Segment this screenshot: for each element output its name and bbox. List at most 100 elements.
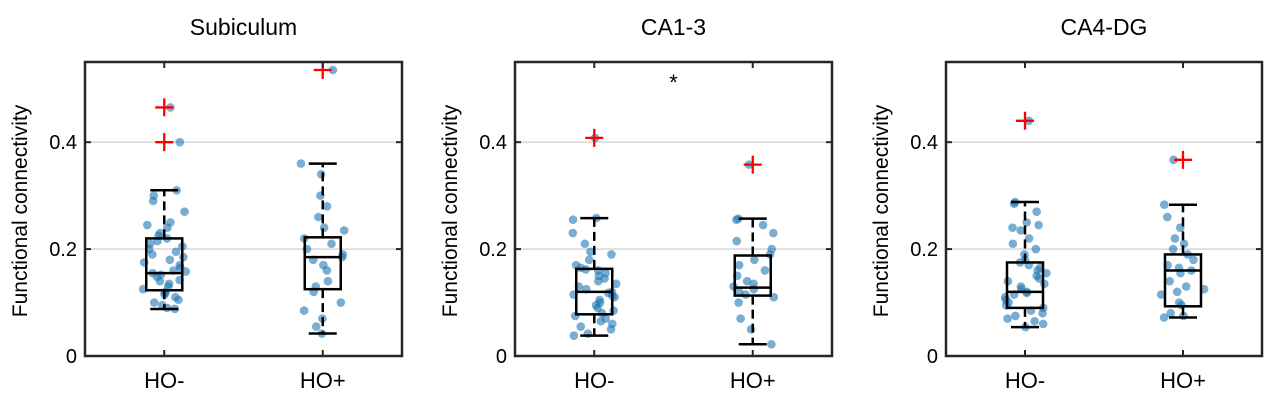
data-point [328, 65, 338, 75]
data-point [584, 255, 594, 265]
data-point [1166, 308, 1175, 318]
data-point [1008, 239, 1018, 249]
data-point [149, 191, 159, 200]
significance-marker: * [669, 70, 678, 95]
box-iqr [733, 254, 772, 297]
data-point [299, 306, 309, 315]
y-tick-label: 0.4 [479, 132, 507, 154]
data-point [1031, 244, 1041, 254]
data-point [165, 255, 175, 265]
outlier-marker [155, 133, 174, 152]
y-tick-label: 0.2 [49, 239, 77, 261]
data-point [732, 236, 742, 246]
chart-panel-1: 0 0.2 0.4 HO- HO+ Subiculum Functional connect… [9, 14, 404, 393]
y-tick-label: 0 [66, 346, 77, 368]
data-point [1172, 287, 1182, 297]
y-axis-label: Functional connectivity [870, 104, 893, 317]
data-point [296, 159, 306, 168]
data-point [760, 266, 770, 275]
data-point [769, 228, 778, 238]
outlier-marker [743, 155, 762, 174]
y-tick-label: 0.2 [910, 239, 938, 261]
data-point [1165, 276, 1174, 286]
data-point [742, 276, 752, 286]
data-point [1168, 244, 1178, 254]
data-point [568, 228, 578, 238]
data-point [1156, 290, 1166, 299]
data-point [316, 169, 326, 179]
outlier-marker [1016, 111, 1034, 130]
box-iqr [145, 237, 184, 292]
data-point [339, 226, 349, 235]
axes-frame [944, 60, 1264, 358]
data-point [607, 319, 617, 329]
axes-frame [83, 60, 404, 358]
y-axis-label: Functional connectivity [439, 104, 462, 317]
data-point [1169, 155, 1178, 165]
chart-panel-3: 0 0.2 0.4 HO- HO+ CA4-DG Functional connectivi… [870, 14, 1264, 393]
data-point [568, 215, 578, 224]
chart-title: CA4-DG [1061, 14, 1148, 40]
data-point [180, 207, 189, 216]
data-point [314, 212, 323, 222]
data-point [1030, 316, 1039, 326]
data-point [767, 244, 776, 254]
x-tick-label: HO+ [730, 368, 776, 393]
data-point [1034, 220, 1043, 230]
data-point [734, 260, 744, 270]
y-tick-label: 0 [927, 346, 938, 368]
data-point [164, 279, 174, 289]
data-point [166, 218, 175, 227]
outlier-marker [585, 128, 604, 147]
data-point [336, 298, 346, 307]
data-point [580, 239, 590, 249]
data-point [156, 270, 166, 280]
data-point [327, 239, 336, 249]
data-point [323, 276, 333, 286]
data-point [736, 314, 745, 323]
data-point [322, 202, 332, 211]
data-point [1022, 218, 1031, 227]
data-point [1159, 200, 1169, 210]
x-tick-label: HO- [1005, 368, 1045, 393]
data-point [1170, 234, 1180, 243]
data-point [1174, 298, 1184, 307]
data-point [1016, 282, 1026, 291]
data-point [155, 228, 165, 238]
data-point [749, 279, 758, 289]
y-tick-label: 0 [496, 346, 507, 368]
data-point [1008, 223, 1017, 233]
data-point [1016, 226, 1026, 235]
data-point [586, 247, 595, 257]
y-axis-label: Functional connectivity [9, 104, 32, 317]
data-point [576, 322, 586, 331]
box-iqr [1005, 261, 1045, 310]
data-point [175, 137, 185, 147]
data-point [601, 268, 610, 278]
data-point [1032, 207, 1041, 216]
data-point [571, 260, 581, 270]
x-tick-label: HO- [574, 368, 614, 393]
data-point [311, 322, 321, 331]
data-point [734, 214, 743, 223]
axes-frame [513, 60, 834, 358]
data-point [595, 295, 604, 305]
data-point [734, 287, 744, 297]
data-point [1181, 282, 1191, 291]
data-point [767, 339, 776, 349]
chart-title: Subiculum [190, 14, 297, 40]
data-point [1038, 319, 1048, 329]
data-point [142, 220, 152, 230]
y-tick-label: 0.4 [49, 132, 77, 154]
data-point [569, 331, 579, 340]
data-point [607, 250, 616, 259]
data-point [145, 239, 155, 249]
x-tick-label: HO+ [1160, 368, 1206, 393]
data-point [171, 292, 180, 302]
data-point [611, 279, 621, 289]
data-point [171, 247, 181, 257]
box-iqr [303, 236, 342, 291]
data-point [319, 260, 328, 270]
outlier-marker [1174, 150, 1192, 169]
